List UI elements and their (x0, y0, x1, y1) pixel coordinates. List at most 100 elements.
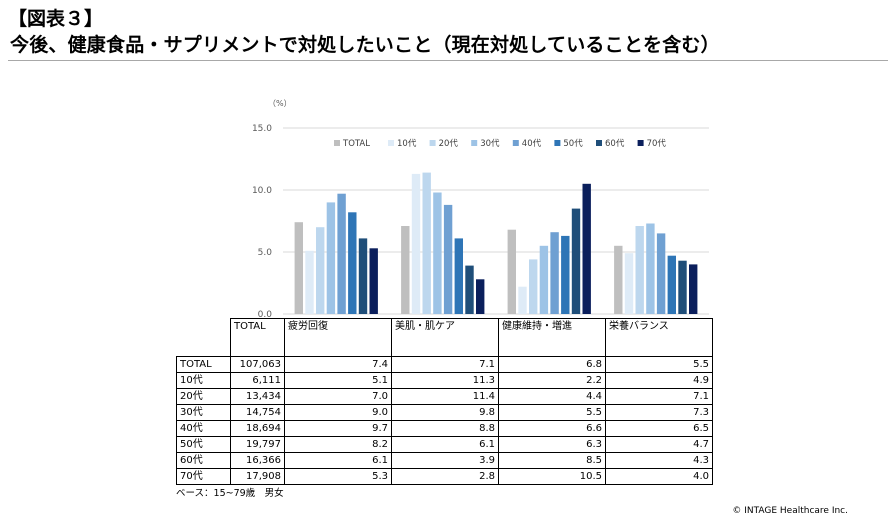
bar (550, 232, 559, 314)
table-row: 10代 6,111 5.1 11.3 2.2 4.9 (176, 372, 713, 389)
row-total-count: 14,754 (230, 404, 285, 421)
table-row: 60代 16,366 6.1 3.9 8.5 4.3 (176, 452, 713, 469)
legend-swatch (334, 140, 340, 146)
table-cell: 7.3 (605, 404, 713, 421)
bar (326, 202, 336, 314)
legend-label: 50代 (563, 138, 583, 149)
row-total-count: 19,797 (230, 436, 285, 453)
figure-label: 【図表３】 (8, 8, 104, 30)
table-cell: 4.3 (605, 452, 713, 469)
bar (337, 193, 346, 314)
table-cell: 8.2 (284, 436, 392, 453)
page-title: 今後、健康食品・サプリメントで対処したいこと（現在対処していることを含む） (10, 34, 720, 56)
row-label: TOTAL (176, 356, 231, 373)
bar (422, 172, 431, 314)
bar (646, 223, 655, 314)
table-cell: 2.2 (498, 372, 606, 389)
legend-label: 30代 (480, 138, 500, 149)
table-row: 50代 19,797 8.2 6.1 6.3 4.7 (176, 436, 713, 453)
table-cell: 11.3 (391, 372, 499, 389)
bar (582, 183, 591, 314)
table-row: 70代 17,908 5.3 2.8 10.5 4.0 (176, 468, 713, 485)
table-row: TOTAL 107,063 7.4 7.1 6.8 5.5 (176, 356, 713, 373)
bar (465, 265, 474, 314)
legend-swatch (554, 140, 561, 146)
bar (624, 253, 634, 314)
table-cell: 5.3 (284, 468, 392, 485)
bar (401, 226, 410, 314)
table-cell: 3.9 (391, 452, 499, 469)
table-cell: 6.1 (391, 436, 499, 453)
column-header: 美肌・肌ケア (391, 318, 499, 357)
bar (561, 235, 570, 314)
bar (358, 238, 368, 314)
row-label: 10代 (176, 372, 231, 389)
base-note: ベース：15~79歳 男女 (176, 488, 284, 499)
row-total-count: 13,434 (230, 388, 285, 405)
table-row: 20代 13,434 7.0 11.4 4.4 7.1 (176, 388, 713, 405)
y-tick-label: 0.0 (258, 310, 273, 320)
row-label: 20代 (176, 388, 231, 405)
bar-chart: （%） 0.0 5.0 10.0 15.0 TOTAL 10代 20代 30代 40代 50代 60代… (252, 99, 709, 320)
table-cell: 5.5 (498, 404, 606, 421)
bar (411, 173, 421, 314)
y-tick-label: 15.0 (252, 124, 272, 134)
row-total-count: 107,063 (230, 356, 285, 373)
table-cell: 6.6 (498, 420, 606, 437)
table-cell: 2.8 (391, 468, 499, 485)
y-tick-label: 10.0 (252, 186, 272, 196)
bar (571, 208, 581, 314)
table-cell: 9.8 (391, 404, 499, 421)
row-label: 70代 (176, 468, 231, 485)
table-cell: 11.4 (391, 388, 499, 405)
table-cell: 6.1 (284, 452, 392, 469)
table-cell: 4.9 (605, 372, 713, 389)
bar (529, 259, 538, 314)
row-label: 60代 (176, 452, 231, 469)
table-header-row: TOTAL 疲労回復 美肌・肌ケア 健康維持・増進 栄養バランス (177, 318, 713, 357)
bar (689, 264, 698, 314)
table-cell: 6.5 (605, 420, 713, 437)
bar (443, 204, 453, 314)
column-header: 健康維持・増進 (498, 318, 606, 357)
row-total-count: 17,908 (230, 468, 285, 485)
table-cell: 6.3 (498, 436, 606, 453)
y-axis-unit: （%） (268, 99, 292, 108)
legend-label: 10代 (397, 138, 417, 149)
bar (507, 229, 516, 314)
table-row: 40代 18,694 9.7 8.8 6.6 6.5 (176, 420, 713, 437)
bar (454, 238, 463, 314)
legend-swatch (596, 140, 602, 146)
bar (433, 192, 442, 314)
table-cell: 6.8 (498, 356, 606, 373)
table-cell: 9.0 (284, 404, 392, 421)
bar (667, 255, 676, 314)
legend-label: 70代 (647, 138, 667, 149)
table-cell: 7.1 (605, 388, 713, 405)
column-header: 疲労回復 (284, 318, 392, 357)
bar (614, 245, 623, 314)
copyright-credit: © INTAGE Healthcare Inc. (732, 506, 848, 516)
bar (305, 250, 314, 314)
legend-label: 40代 (522, 138, 542, 149)
legend-swatch (388, 140, 394, 146)
legend-label: TOTAL (342, 139, 370, 149)
bar (369, 248, 378, 314)
table-cell: 7.0 (284, 388, 392, 405)
legend-label: 60代 (605, 138, 625, 149)
legend-swatch (637, 140, 644, 146)
bar (539, 245, 549, 314)
row-total-count: 16,366 (230, 452, 285, 469)
row-label: 30代 (176, 404, 231, 421)
row-label: 40代 (176, 420, 231, 437)
data-table: TOTAL 疲労回復 美肌・肌ケア 健康維持・増進 栄養バランス TOTAL 107,063… (176, 318, 713, 485)
legend-swatch (512, 140, 519, 146)
column-header-total: TOTAL (230, 318, 285, 357)
table-cell: 4.4 (498, 388, 606, 405)
table-row: 30代 14,754 9.0 9.8 5.5 7.3 (176, 404, 713, 421)
legend-swatch (471, 140, 478, 146)
table-cell: 5.1 (284, 372, 392, 389)
column-header: 栄養バランス (605, 318, 713, 357)
table-cell: 10.5 (498, 468, 606, 485)
table-cell: 5.5 (605, 356, 713, 373)
